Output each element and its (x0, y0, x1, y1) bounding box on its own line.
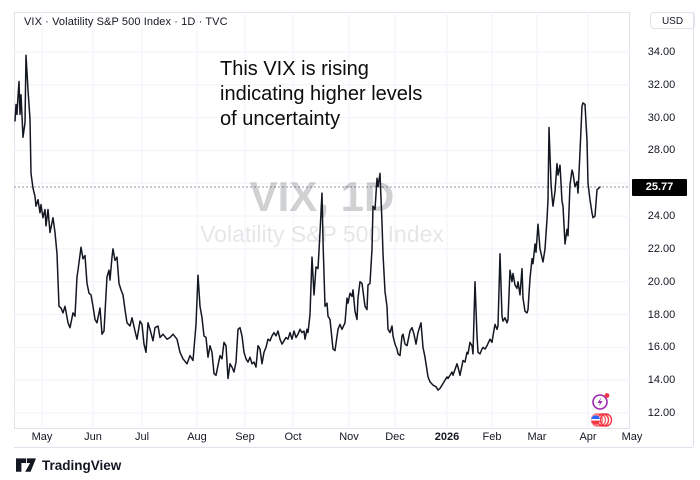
tradingview-wordmark: TradingView (42, 457, 122, 473)
time-tick-label: May (621, 431, 643, 443)
time-tick-label: Aug (187, 431, 207, 443)
price-tick-label: 30.00 (647, 111, 676, 124)
annotation-line: This VIX is rising (220, 58, 369, 80)
time-tick-label: Apr (579, 431, 597, 443)
time-tick-label: Jun (84, 431, 102, 443)
symbol-description[interactable]: VIX · Volatility S&P 500 Index · 1D · TV… (24, 16, 228, 28)
annotation-line: of uncertainty (220, 108, 341, 130)
price-tick-label: 14.00 (647, 374, 676, 387)
last-price-label: 25.77 (632, 178, 687, 196)
price-axis[interactable]: 25.77 34.00 32.00 30.00 28.00 24.00 22.00 20.0… (630, 12, 693, 429)
time-tick-label: Mar (527, 431, 547, 443)
price-tick-label: 20.00 (647, 275, 676, 288)
price-tick-label: 18.00 (647, 308, 676, 321)
time-axis-frame (14, 447, 693, 448)
currency-label: USD (650, 12, 695, 29)
coil-flag-sticker-icon[interactable] (590, 413, 613, 427)
time-tick-label: 2026 (434, 431, 460, 443)
time-tick-label: Oct (284, 431, 302, 443)
time-tick-label: Nov (339, 431, 359, 443)
time-tick-label: Sep (235, 431, 255, 443)
price-axis-frame (693, 12, 694, 447)
price-tick-label: 34.00 (647, 46, 676, 58)
tradingview-logo[interactable]: TradingView (16, 455, 121, 475)
time-tick-label: Dec (385, 431, 405, 443)
annotation-line: indicating higher levels (220, 83, 423, 105)
time-tick-label: May (31, 431, 53, 443)
annotation-note[interactable]: This VIX is rising indicating higher lev… (220, 57, 422, 132)
time-tick-label: Feb (482, 431, 502, 443)
tradingview-logo-mark (16, 457, 36, 472)
price-tick-label: 32.00 (647, 78, 676, 91)
chart-stickers[interactable] (586, 391, 616, 427)
price-tick-label: 12.00 (647, 407, 676, 419)
price-tick-label: 24.00 (647, 210, 676, 223)
price-tick-label: 16.00 (647, 341, 676, 354)
price-tick-label: 22.00 (647, 242, 676, 255)
time-tick-label: Jul (134, 431, 150, 443)
boost-flash-icon[interactable] (592, 393, 610, 410)
time-axis[interactable]: May Jun Jul Aug Sep Oct Nov Dec 2026 Feb Mar Apr May (14, 429, 648, 447)
price-tick-label: 28.00 (647, 144, 676, 157)
